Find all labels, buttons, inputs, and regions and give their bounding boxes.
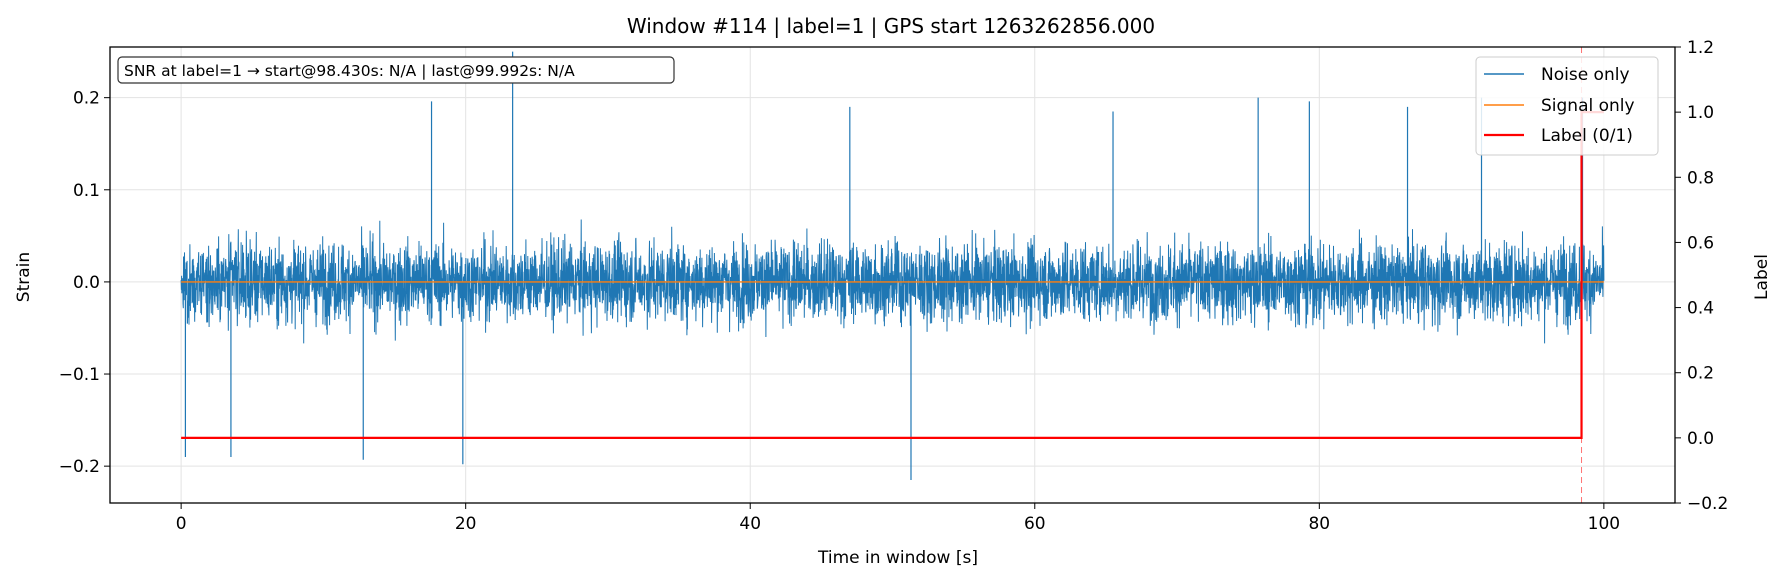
- legend-label-noise: Noise only: [1541, 65, 1630, 85]
- annotation-box: SNR at label=1 → start@98.430s: N/A | la…: [117, 56, 675, 84]
- y-axis-label: Strain: [14, 252, 34, 302]
- y-tick-label: −0.1: [59, 365, 100, 385]
- axes-frame: [109, 46, 1676, 504]
- ticks: 0 20 40 60 80 100 −0.2 −0.1 0.0 0.1 0.2 −0.2 0.0 0.2 0…: [59, 38, 1729, 534]
- y2-tick-label: 0.4: [1687, 299, 1714, 319]
- legend-label-signal: Signal only: [1541, 96, 1635, 116]
- x-tick-label: 80: [1308, 514, 1330, 534]
- y2-tick-label: 0.6: [1687, 233, 1714, 253]
- y-tick-label: 0.2: [73, 89, 100, 109]
- y-tick-label: 0.1: [73, 181, 100, 201]
- x-tick-label: 20: [455, 514, 477, 534]
- noise-only-line: [180, 219, 1605, 344]
- y2-tick-label: 1.2: [1687, 38, 1714, 58]
- legend-label-label: Label (0/1): [1541, 126, 1633, 146]
- x-tick-label: 60: [1024, 514, 1046, 534]
- x-tick-label: 40: [739, 514, 761, 534]
- y-tick-label: −0.2: [59, 457, 100, 477]
- x-tick-label: 100: [1588, 514, 1620, 534]
- y-tick-label: 0.0: [73, 273, 100, 293]
- y2-tick-label: −0.2: [1687, 494, 1728, 514]
- chart-title: Window #114 | label=1 | GPS start 126326…: [627, 14, 1155, 38]
- legend: Noise only Signal only Label (0/1): [1475, 56, 1659, 156]
- annotation-text: SNR at label=1 → start@98.430s: N/A | la…: [124, 62, 575, 80]
- x-axis-label: Time in window [s]: [817, 548, 978, 568]
- y2-axis-label: Label: [1752, 254, 1772, 300]
- y2-tick-label: 0.0: [1687, 429, 1714, 449]
- y2-tick-label: 1.0: [1687, 103, 1714, 123]
- y2-tick-label: 0.2: [1687, 364, 1714, 384]
- y2-tick-label: 0.8: [1687, 168, 1714, 188]
- x-tick-label: 0: [176, 514, 187, 534]
